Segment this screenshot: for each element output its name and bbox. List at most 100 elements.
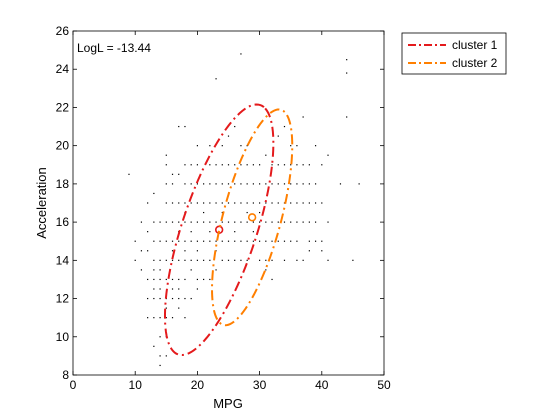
data-point: [234, 202, 235, 203]
data-point: [153, 288, 154, 289]
data-point: [209, 241, 210, 242]
data-point: [166, 355, 167, 356]
data-point: [253, 222, 254, 223]
data-point: [166, 164, 167, 165]
data-point: [215, 78, 216, 79]
data-point: [197, 183, 198, 184]
data-point: [191, 241, 192, 242]
data-point: [215, 241, 216, 242]
data-point: [234, 241, 235, 242]
data-point: [184, 241, 185, 242]
x-tick-label: 40: [315, 378, 329, 392]
y-tick-label: 10: [56, 330, 70, 344]
data-point: [265, 183, 266, 184]
data-point: [191, 231, 192, 232]
data-point: [203, 260, 204, 261]
data-point: [296, 260, 297, 261]
data-point: [178, 308, 179, 309]
data-point: [184, 260, 185, 261]
data-point: [153, 260, 154, 261]
data-point: [178, 298, 179, 299]
data-point: [271, 164, 272, 165]
data-point: [303, 116, 304, 117]
data-point: [191, 164, 192, 165]
data-point: [352, 260, 353, 261]
x-tick-label: 50: [377, 378, 391, 392]
data-point: [172, 260, 173, 261]
data-point: [172, 250, 173, 251]
data-point: [172, 317, 173, 318]
data-point: [166, 155, 167, 156]
data-point: [215, 202, 216, 203]
data-point: [172, 222, 173, 223]
data-point: [166, 279, 167, 280]
data-point: [321, 164, 322, 165]
data-point: [153, 346, 154, 347]
data-point: [240, 260, 241, 261]
data-point: [290, 222, 291, 223]
data-point: [166, 308, 167, 309]
data-point: [172, 202, 173, 203]
data-point: [222, 164, 223, 165]
data-point: [159, 269, 160, 270]
data-point: [284, 241, 285, 242]
data-point: [278, 222, 279, 223]
data-point: [197, 279, 198, 280]
data-point: [296, 222, 297, 223]
data-point: [159, 336, 160, 337]
data-point: [141, 250, 142, 251]
data-point: [178, 279, 179, 280]
data-point: [303, 164, 304, 165]
data-point: [153, 298, 154, 299]
data-point: [315, 183, 316, 184]
data-point: [309, 241, 310, 242]
data-point: [209, 183, 210, 184]
legend-label-cluster-2: cluster 2: [452, 56, 498, 70]
data-point: [191, 260, 192, 261]
data-point: [203, 222, 204, 223]
data-point: [278, 202, 279, 203]
data-point: [159, 222, 160, 223]
data-point: [209, 231, 210, 232]
data-point: [222, 183, 223, 184]
data-point: [184, 279, 185, 280]
data-point: [259, 183, 260, 184]
x-tick-label: 10: [129, 378, 143, 392]
data-point: [271, 260, 272, 261]
data-point: [315, 241, 316, 242]
data-point: [197, 202, 198, 203]
data-point: [278, 241, 279, 242]
data-point: [309, 164, 310, 165]
data-point: [265, 202, 266, 203]
data-point: [209, 260, 210, 261]
data-point: [346, 59, 347, 60]
data-point: [228, 136, 229, 137]
data-point: [191, 298, 192, 299]
data-point: [153, 317, 154, 318]
y-tick-label: 8: [62, 368, 69, 382]
x-tick-label: 30: [253, 378, 267, 392]
data-point: [240, 241, 241, 242]
loglik-annotation: LogL = -13.44: [77, 41, 151, 55]
data-point: [153, 241, 154, 242]
data-point: [184, 183, 185, 184]
y-axis-label: Acceleration: [34, 167, 49, 239]
data-point: [240, 222, 241, 223]
data-point: [147, 202, 148, 203]
data-point: [271, 241, 272, 242]
data-point: [265, 269, 266, 270]
data-point: [253, 231, 254, 232]
data-point: [147, 231, 148, 232]
data-point: [215, 183, 216, 184]
y-tick-label: 14: [56, 253, 70, 267]
y-tick-label: 16: [56, 215, 70, 229]
data-point: [259, 222, 260, 223]
data-point: [259, 241, 260, 242]
data-point: [178, 288, 179, 289]
data-point: [247, 183, 248, 184]
data-point: [147, 250, 148, 251]
data-point: [259, 212, 260, 213]
data-point: [240, 145, 241, 146]
data-point: [159, 279, 160, 280]
data-point: [215, 269, 216, 270]
